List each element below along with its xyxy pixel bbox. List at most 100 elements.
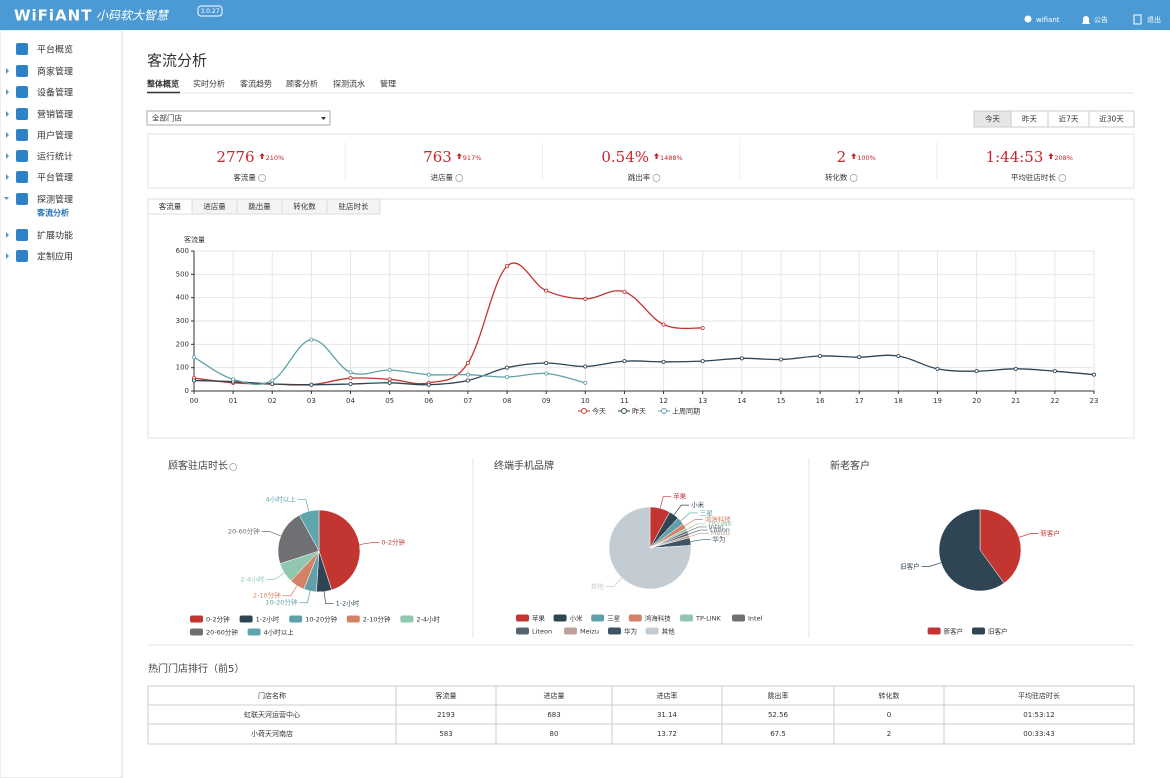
menu-icon (16, 229, 28, 241)
legend-label[interactable]: 旧客户 (988, 627, 1008, 636)
page-tab[interactable]: 实时分析 (193, 79, 225, 89)
legend-label[interactable]: 鸿海科技 (645, 614, 672, 623)
legend-label[interactable]: 20-60分钟 (206, 628, 238, 637)
kpi-change: 210% (266, 154, 285, 162)
x-tick-label: 01 (229, 397, 238, 405)
table-cell: 52.56 (768, 711, 789, 719)
legend-swatch[interactable] (289, 615, 303, 623)
label-line (689, 532, 709, 537)
page-tab[interactable]: 顾客分析 (286, 79, 318, 89)
legend-swatch[interactable] (608, 627, 621, 635)
legend-swatch[interactable] (400, 615, 414, 623)
page-tab[interactable]: 探测流水 (333, 79, 365, 89)
legend-label[interactable]: TP-LINK (695, 615, 721, 623)
legend-label[interactable]: 其他 (662, 627, 676, 636)
table-cell: 80 (550, 730, 559, 738)
menu-icon (16, 193, 28, 205)
legend-label[interactable]: 2-4小时 (416, 615, 440, 624)
legend-label[interactable]: 华为 (624, 627, 637, 636)
label-line (1018, 533, 1039, 538)
legend-swatch[interactable] (190, 615, 203, 623)
legend-symbol[interactable] (621, 408, 627, 414)
legend-swatch[interactable] (680, 614, 693, 622)
legend-swatch[interactable] (927, 627, 941, 635)
menu-item[interactable]: 设备管理 (37, 87, 73, 99)
legend-label[interactable]: Intel (748, 615, 763, 623)
legend-swatch[interactable] (553, 614, 567, 622)
pie-slice (608, 506, 692, 590)
page-tab[interactable]: 整体概览 (146, 79, 179, 89)
legend-label[interactable]: 2-10分钟 (363, 615, 391, 624)
legend-swatch[interactable] (591, 614, 605, 622)
legend-label[interactable]: 0-2分钟 (206, 615, 230, 624)
data-point (544, 371, 549, 376)
legend-label[interactable]: Liteon (532, 628, 552, 636)
slice-label: 华为 (712, 535, 725, 544)
legend-swatch[interactable] (628, 614, 642, 622)
x-tick-label: 04 (346, 397, 355, 405)
label-line (359, 542, 380, 545)
menu-arrow (6, 232, 9, 238)
legend-swatch[interactable] (239, 615, 253, 623)
data-point (465, 372, 470, 377)
kpi-label: 平均驻店时长 (1011, 172, 1056, 182)
legend-label[interactable]: 三星 (607, 615, 621, 623)
menu-item[interactable]: 商家管理 (37, 66, 73, 78)
legend-swatch[interactable] (516, 614, 529, 622)
label-line (690, 539, 711, 542)
menu-item[interactable]: 平台概览 (37, 44, 73, 56)
label-line (687, 526, 707, 533)
menu-item[interactable]: 营销管理 (37, 109, 73, 121)
help-icon (229, 463, 238, 471)
series-line (193, 354, 1095, 386)
legend-swatch[interactable] (972, 627, 985, 635)
page-tab[interactable]: 管理 (380, 79, 396, 89)
slice-label: Liteon (710, 526, 730, 534)
version-badge (197, 5, 223, 17)
legend-swatch[interactable] (346, 615, 360, 623)
table-header: 进店率 (657, 691, 678, 700)
kpi-panel (147, 133, 1135, 189)
legend-label[interactable]: 4小时以上 (264, 628, 295, 637)
legend-label[interactable]: Meizu (580, 628, 599, 636)
legend-swatch[interactable] (516, 627, 529, 635)
kpi-value: 0.54% (601, 148, 649, 166)
legend-swatch[interactable] (732, 614, 745, 622)
legend-swatch[interactable] (645, 627, 659, 635)
pie-slice (938, 508, 1005, 592)
legend-label[interactable]: 10-20分钟 (305, 615, 337, 624)
legend-label[interactable]: 今天 (592, 407, 606, 416)
menu-item[interactable]: 用户管理 (37, 130, 73, 142)
menu-item[interactable]: 扩展功能 (37, 230, 73, 242)
logout-link[interactable]: 退出 (1147, 15, 1161, 24)
legend-label[interactable]: 昨天 (632, 407, 646, 416)
table-header: 平均驻店时长 (1018, 691, 1060, 700)
store-select[interactable] (146, 110, 331, 126)
chart-tab-text: 客流量 (159, 201, 182, 211)
legend-label[interactable]: 上周同期 (672, 407, 700, 416)
chart-tab[interactable] (326, 198, 381, 215)
legend-label[interactable]: 1-2小时 (256, 615, 280, 624)
legend-swatch[interactable] (190, 628, 203, 636)
user-name[interactable]: wifiant (1036, 16, 1060, 24)
legend-label[interactable]: 苹果 (532, 614, 546, 623)
menu-sub-item[interactable]: 客流分析 (36, 208, 69, 218)
legend-symbol[interactable] (661, 408, 667, 414)
menu-item[interactable]: 定制应用 (37, 251, 73, 263)
range-button[interactable] (1088, 110, 1135, 128)
legend-symbol[interactable] (581, 408, 587, 414)
slice-label: Intel (709, 523, 724, 531)
legend-label[interactable]: 新客户 (944, 627, 964, 636)
legend-swatch[interactable] (247, 628, 261, 636)
menu-item[interactable]: 平台管理 (37, 172, 73, 184)
page-tab[interactable]: 客流趋势 (240, 79, 272, 89)
y-tick-label: 0 (185, 387, 189, 395)
menu-arrow (6, 253, 9, 259)
x-tick-label: 14 (737, 397, 746, 405)
legend-swatch[interactable] (564, 627, 577, 635)
table-cell: 67.5 (770, 730, 786, 738)
notice-link[interactable]: 公告 (1094, 15, 1108, 24)
menu-item[interactable]: 探测管理 (37, 194, 73, 206)
menu-item[interactable]: 运行统计 (37, 151, 73, 163)
legend-label[interactable]: 小米 (570, 614, 584, 623)
